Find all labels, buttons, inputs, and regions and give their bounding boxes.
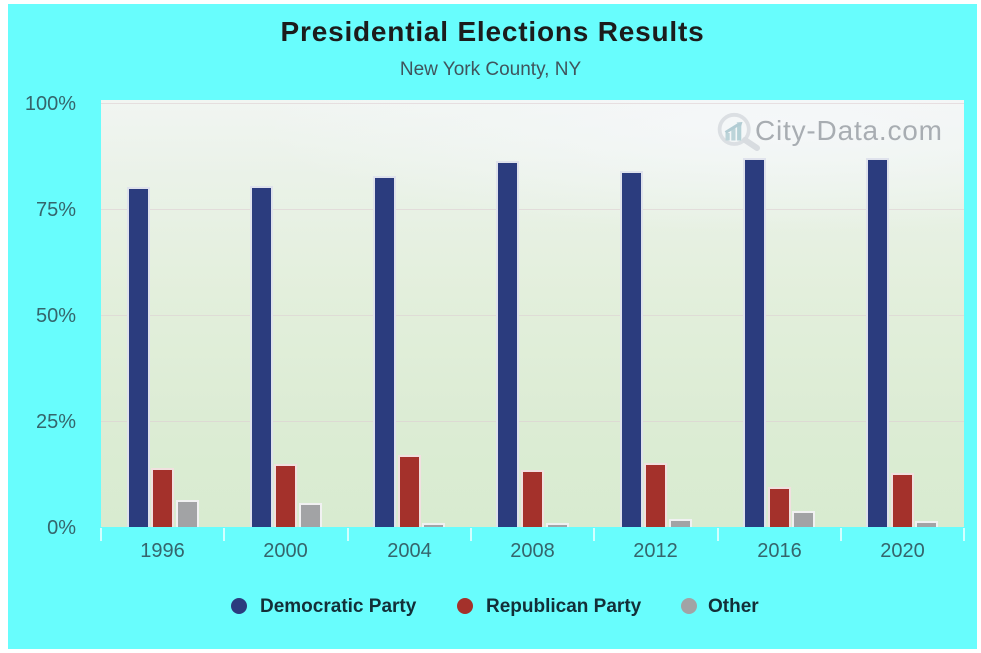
svg-text:City-Data.com: City-Data.com xyxy=(755,115,943,146)
